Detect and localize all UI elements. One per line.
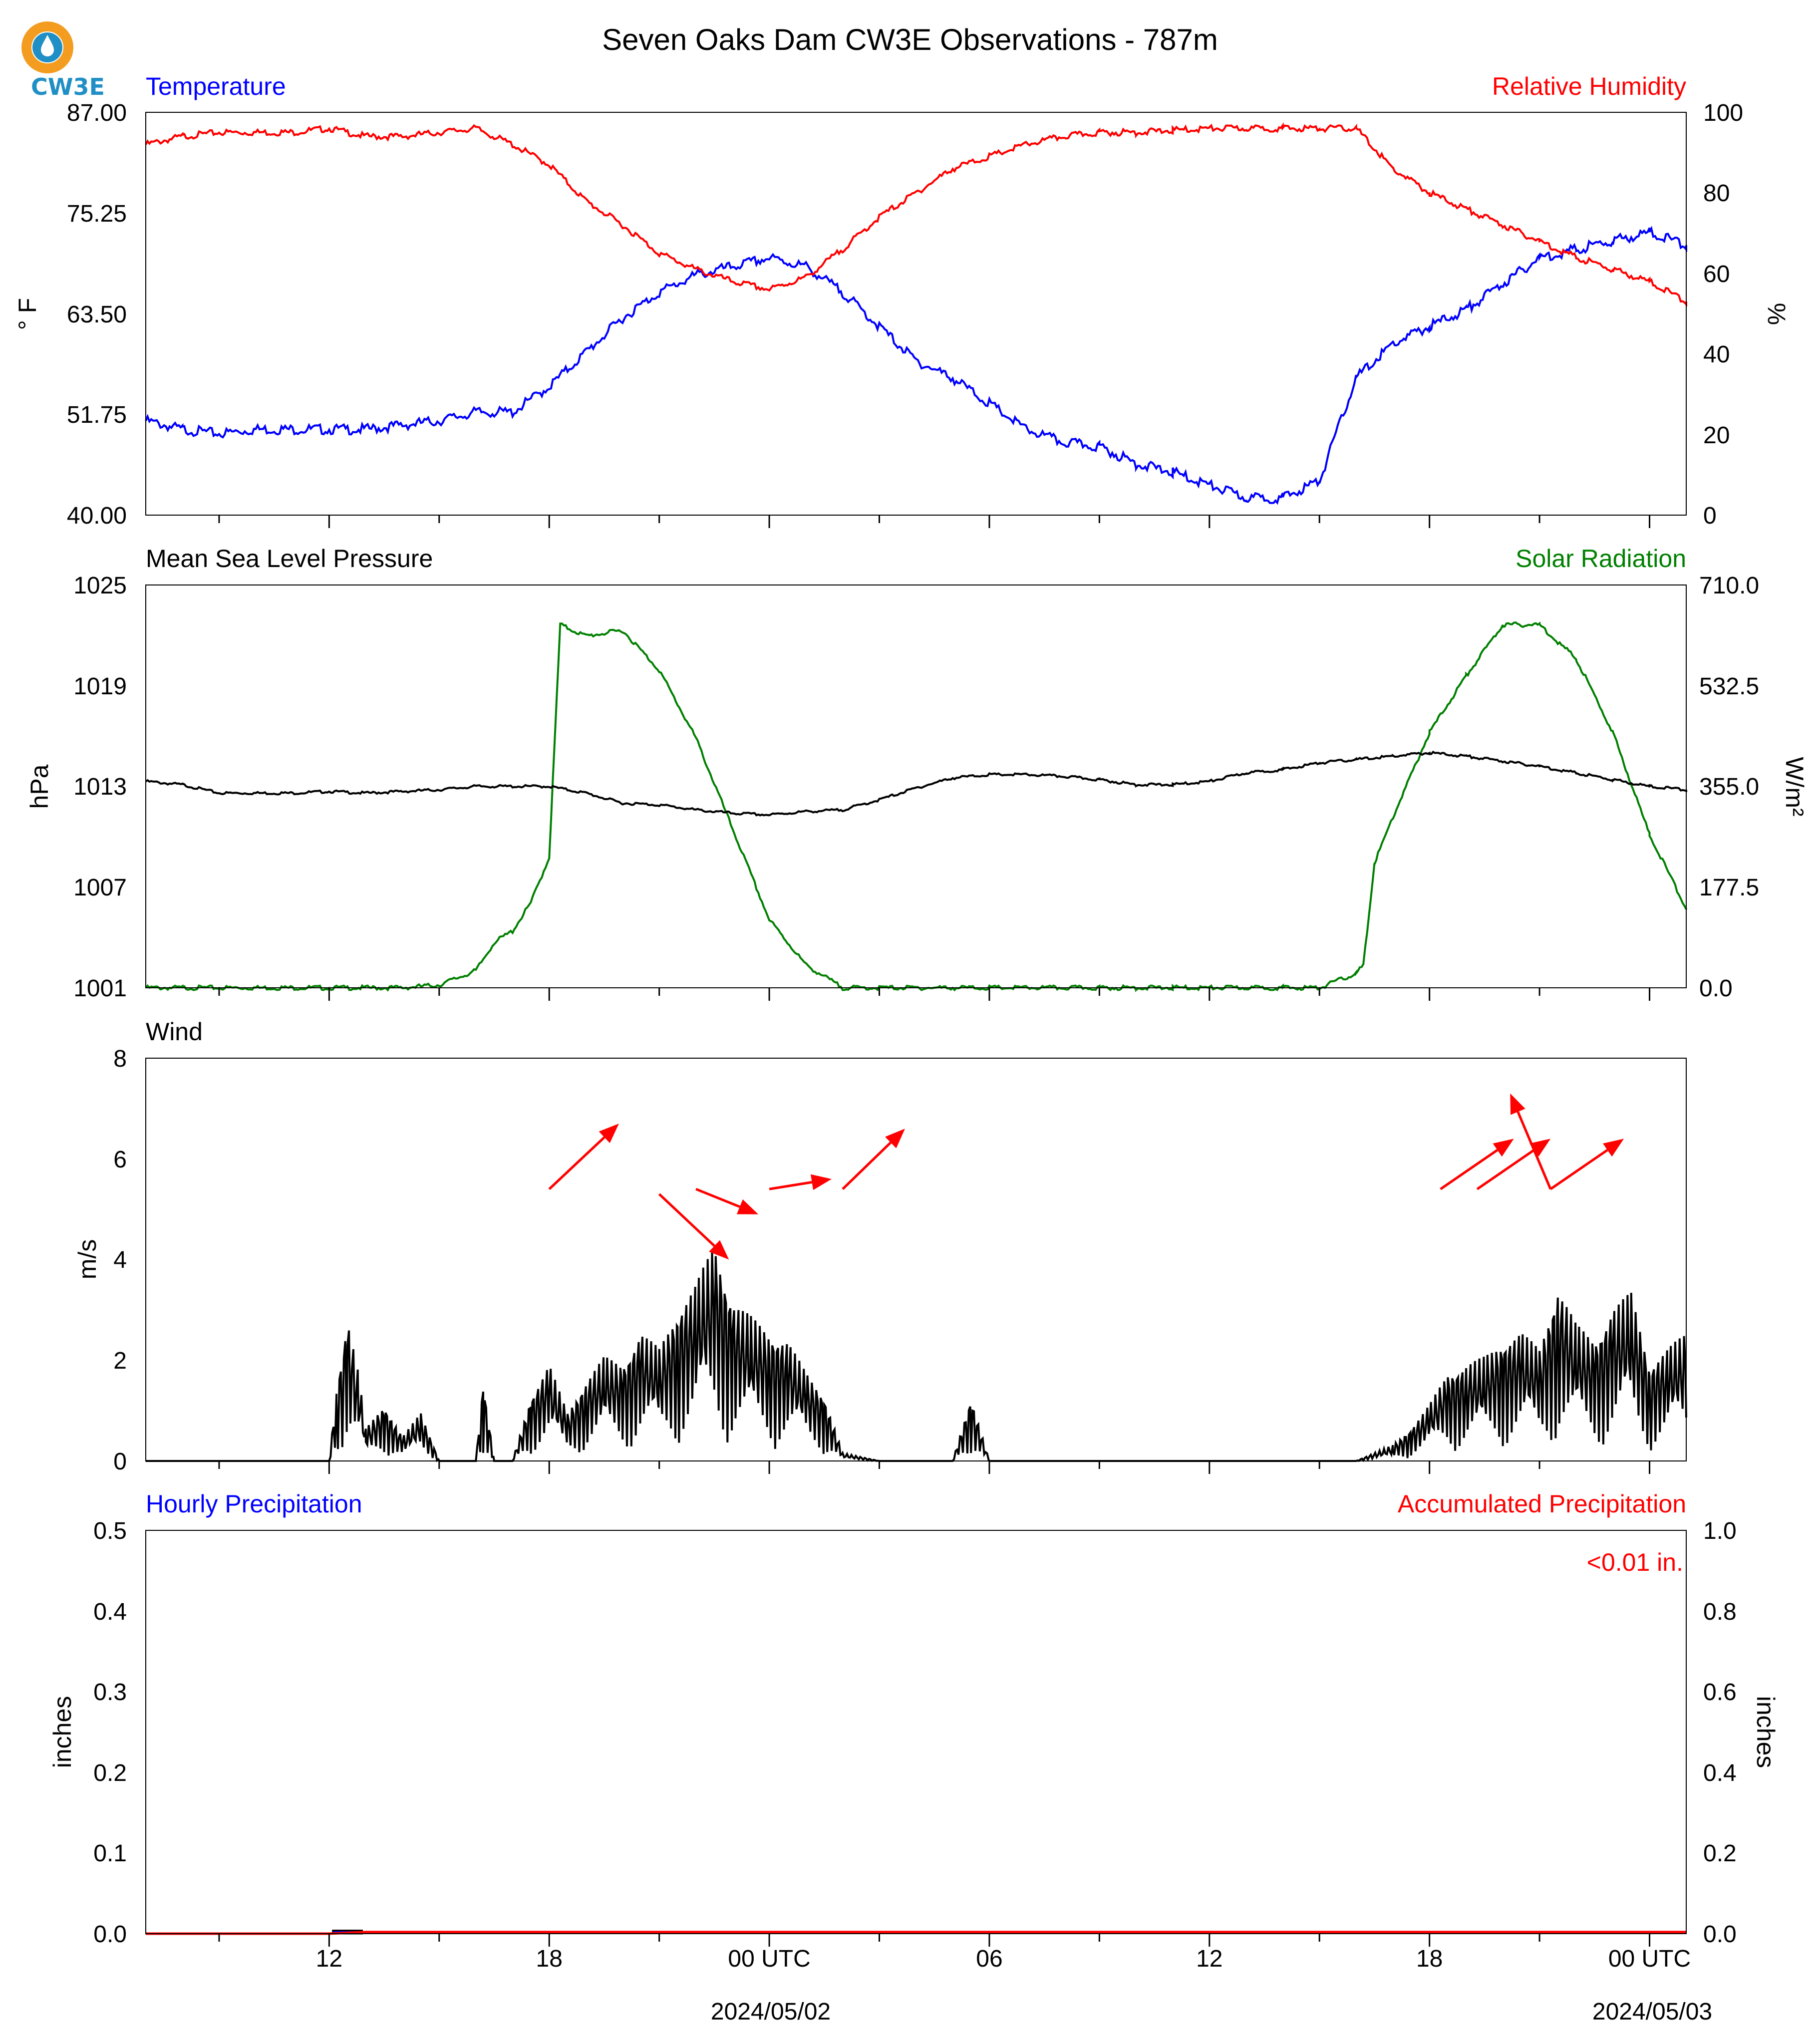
logo-ring: [21, 21, 73, 73]
pressure-tick: 1025: [73, 573, 127, 599]
accum-precip-tick: 0.2: [1703, 1840, 1737, 1867]
accum-precip-tick: 0.4: [1703, 1760, 1737, 1786]
wind-arrow: [842, 1129, 905, 1190]
hourly-precip-tick: 0.4: [93, 1599, 127, 1625]
time-tick-label: 00 UTC: [1608, 1946, 1691, 1972]
time-tick-label: 18: [536, 1946, 563, 1972]
pressure-axis-label: hPa: [25, 764, 53, 809]
rh-tick: 0: [1703, 503, 1717, 529]
solar-radiation-line: [145, 621, 1687, 992]
wind-arrow: [1510, 1093, 1552, 1190]
temperature-title: Temperature: [146, 72, 286, 100]
panel-temperature-humidity: Temperature Relative Humidity 87.00 75.2…: [13, 72, 1791, 529]
panel-2-frame: [145, 584, 1687, 988]
hourly-precip-axis-label: inches: [48, 1696, 76, 1768]
wind-arrow: [658, 1193, 729, 1260]
droplet-icon: [41, 35, 54, 56]
temp-tick: 63.50: [67, 301, 127, 328]
solar-axis-label: W/m²: [1781, 757, 1809, 816]
wind-tick: 0: [113, 1449, 127, 1475]
cw3e-logo: CW3E: [21, 21, 105, 100]
time-tick-label: 12: [316, 1946, 342, 1972]
accum-precip-tick: 0.8: [1703, 1599, 1737, 1625]
humidity-title: Relative Humidity: [1492, 72, 1686, 100]
pressure-tick: 1007: [73, 874, 127, 901]
hourly-precip-tick: 0.2: [93, 1760, 127, 1786]
hourly-precip-tick: 0.5: [93, 1518, 127, 1544]
wind-axis-label: m/s: [73, 1239, 101, 1280]
rh-axis-label: %: [1763, 303, 1791, 325]
humidity-line: [145, 122, 1687, 307]
temp-axis-label: ° F: [13, 298, 41, 330]
wind-title: Wind: [146, 1018, 203, 1046]
wind-arrow: [769, 1174, 832, 1190]
rh-tick: 100: [1703, 100, 1743, 126]
solar-tick: 355.0: [1699, 774, 1759, 800]
hourly-precip-title: Hourly Precipitation: [146, 1490, 362, 1518]
panel-wind: Wind 8 6 4 2 0 m/s: [73, 1018, 1687, 1475]
pressure-tick: 1001: [73, 975, 127, 1002]
wind-tick: 4: [113, 1247, 127, 1273]
solar-tick: 177.5: [1699, 874, 1759, 901]
temp-tick: 40.00: [67, 503, 127, 529]
wind-tick: 8: [113, 1046, 127, 1072]
wind-arrow: [1476, 1139, 1551, 1190]
wind-tick: 2: [113, 1348, 127, 1374]
panel-3-frame: [145, 1058, 1687, 1461]
panel-pressure-solar: Mean Sea Level Pressure Solar Radiation …: [25, 545, 1809, 1002]
rh-tick: 40: [1703, 341, 1730, 368]
page-title: Seven Oaks Dam CW3E Observations - 787m: [602, 23, 1218, 56]
accum-precip-tick: 0.0: [1703, 1921, 1737, 1948]
temp-tick: 87.00: [67, 100, 127, 126]
wind-arrow: [1440, 1139, 1514, 1190]
wind-speed-line: [146, 1252, 1687, 1462]
accum-precip-title: Accumulated Precipitation: [1398, 1490, 1686, 1518]
accum-precip-axis-label: inches: [1752, 1696, 1780, 1768]
panel-precipitation: Hourly Precipitation Accumulated Precipi…: [48, 1490, 1780, 1948]
pressure-title: Mean Sea Level Pressure: [146, 545, 433, 573]
wind-arrow: [548, 1124, 619, 1190]
hourly-precip-tick: 0.3: [93, 1679, 127, 1706]
date-label: 2024/05/03: [1592, 1999, 1712, 2025]
pressure-line: [145, 750, 1687, 817]
rh-tick: 80: [1703, 180, 1730, 207]
temp-tick: 51.75: [67, 402, 127, 428]
accum-precip-tick: 1.0: [1703, 1518, 1737, 1544]
time-tick-label: 18: [1416, 1946, 1443, 1972]
wind-arrow: [1549, 1139, 1624, 1190]
hourly-precip-tick: 0.1: [93, 1840, 127, 1867]
solar-tick: 710.0: [1699, 573, 1759, 599]
pressure-tick: 1013: [73, 774, 127, 800]
time-tick-label: 06: [976, 1946, 1002, 1972]
panel-4-frame: [145, 1530, 1687, 1934]
date-label: 2024/05/02: [711, 1999, 831, 2025]
precip-total-label: <0.01 in.: [1587, 1548, 1683, 1576]
time-tick-label: 00 UTC: [728, 1946, 810, 1972]
pressure-tick: 1019: [73, 673, 127, 700]
rh-tick: 60: [1703, 261, 1730, 288]
wind-tick: 6: [113, 1147, 127, 1173]
solar-title: Solar Radiation: [1516, 545, 1686, 573]
time-tick-label: 12: [1196, 1946, 1222, 1972]
accum-precip-tick: 0.6: [1703, 1679, 1737, 1706]
solar-tick: 0.0: [1699, 975, 1733, 1002]
wind-arrow: [695, 1187, 759, 1214]
solar-tick: 532.5: [1699, 673, 1759, 700]
logo-text: CW3E: [31, 73, 105, 100]
hourly-precip-tick: 0.0: [93, 1921, 127, 1948]
rh-tick: 20: [1703, 422, 1730, 449]
temp-tick: 75.25: [67, 201, 127, 227]
panel-1-frame: [145, 112, 1687, 516]
temperature-line: [145, 226, 1687, 505]
time-axis-labels: 12 18 00 UTC 06 12 18 00 UTC: [316, 1946, 1691, 1972]
